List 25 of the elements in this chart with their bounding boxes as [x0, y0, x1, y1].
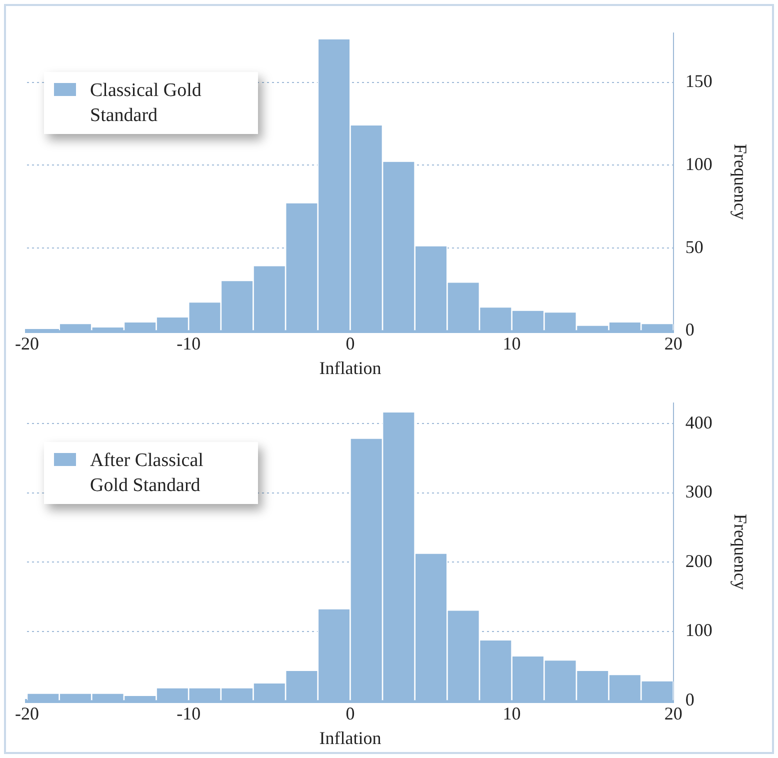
x-tick-label: 0	[346, 333, 355, 354]
x-tick-label: 20	[664, 703, 682, 724]
y-tick-label: 100	[685, 620, 712, 640]
y-tick-label: 50	[685, 236, 704, 257]
x-axis-title: Inflation	[319, 358, 382, 378]
y-tick-label: 400	[685, 412, 712, 432]
x-tick-label: 0	[346, 703, 355, 724]
x-tick-label: -20	[14, 333, 39, 354]
x-tick-label: -10	[176, 703, 201, 724]
y-tick-label: 150	[685, 71, 712, 92]
legend-label: After Classical Gold Standard	[90, 449, 204, 498]
x-tick-label: 10	[502, 703, 521, 724]
x-tick-label: 10	[502, 333, 521, 354]
y-tick-label: 300	[685, 482, 712, 502]
y-axis-title: Frequency	[730, 514, 750, 590]
x-axis-title: Inflation	[319, 728, 382, 748]
y-tick-label: 0	[685, 320, 694, 340]
legend-label: Classical Gold Standard	[90, 79, 202, 128]
y-tick-label: 200	[685, 550, 712, 571]
x-tick-label: 20	[664, 333, 682, 354]
y-tick-label: 100	[685, 154, 712, 174]
y-tick-label: 0	[685, 690, 694, 710]
x-tick-label: -10	[176, 333, 201, 354]
y-axis-title: Frequency	[730, 144, 750, 220]
x-tick-label: -20	[14, 703, 39, 724]
